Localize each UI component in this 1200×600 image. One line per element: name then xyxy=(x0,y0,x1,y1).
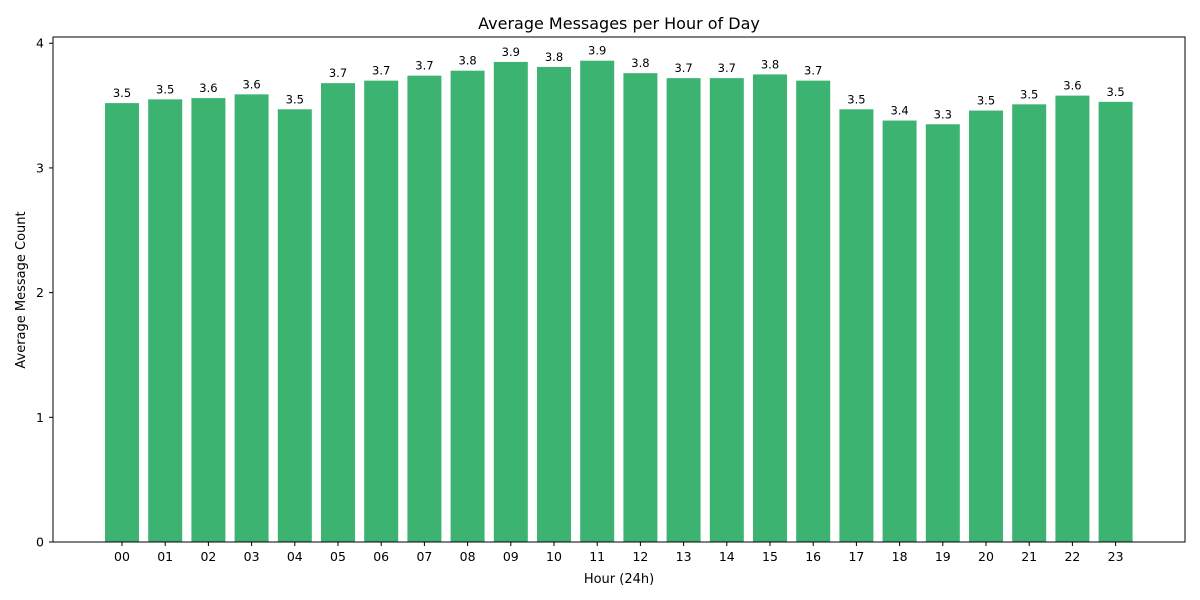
y-tick-label-0: 0 xyxy=(36,535,44,550)
x-tick-label-22: 22 xyxy=(1064,549,1080,564)
x-tick-label-12: 12 xyxy=(632,549,648,564)
data-label-23: 3.5 xyxy=(1106,85,1124,99)
y-tick-label-2: 2 xyxy=(36,285,44,300)
x-tick-label-11: 11 xyxy=(589,549,605,564)
data-label-08: 3.8 xyxy=(458,54,476,68)
x-tick-label-10: 10 xyxy=(546,549,562,564)
bar-04 xyxy=(277,109,312,542)
data-label-15: 3.8 xyxy=(761,57,779,71)
x-tick-label-13: 13 xyxy=(676,549,692,564)
data-label-04: 3.5 xyxy=(286,92,304,106)
bar-10 xyxy=(537,66,571,543)
bar-22 xyxy=(1055,95,1090,542)
data-label-11: 3.9 xyxy=(588,44,606,58)
data-label-07: 3.7 xyxy=(415,59,433,73)
chart-title: Average Messages per Hour of Day xyxy=(478,14,760,33)
bar-17 xyxy=(839,109,874,542)
bar-18 xyxy=(882,120,917,542)
data-label-16: 3.7 xyxy=(804,64,822,78)
x-tick-label-09: 09 xyxy=(503,549,519,564)
data-labels-group: 3.5 3.5 3.6 3.6 3.5 3.7 3.7 3.7 3.8 3.9 3.8 3.9 3.8 3… xyxy=(113,44,1125,122)
data-label-02: 3.6 xyxy=(199,81,217,95)
bar-05 xyxy=(321,83,355,542)
bar-11 xyxy=(580,60,615,542)
bars-group xyxy=(105,60,1133,543)
x-tick-label-18: 18 xyxy=(892,549,908,564)
bar-15 xyxy=(753,74,787,542)
y-tick-label-1: 1 xyxy=(36,410,44,425)
bar-01 xyxy=(148,99,183,542)
data-label-19: 3.3 xyxy=(934,107,952,121)
bar-21 xyxy=(1012,104,1047,542)
x-tick-label-02: 02 xyxy=(200,549,216,564)
bar-00 xyxy=(105,103,139,542)
bar-19 xyxy=(925,124,960,542)
x-tick-label-17: 17 xyxy=(848,549,864,564)
bar-08 xyxy=(450,70,485,543)
y-axis-label: Average Message Count xyxy=(14,211,29,368)
data-label-00: 3.5 xyxy=(113,86,131,100)
x-tick-label-19: 19 xyxy=(935,549,951,564)
x-tick-label-06: 06 xyxy=(373,549,389,564)
data-label-05: 3.7 xyxy=(329,66,347,80)
data-label-17: 3.5 xyxy=(847,92,865,106)
data-label-13: 3.7 xyxy=(674,61,692,75)
bar-16 xyxy=(796,80,831,542)
data-label-22: 3.6 xyxy=(1063,79,1081,93)
data-label-12: 3.8 xyxy=(631,56,649,70)
x-tick-label-04: 04 xyxy=(287,549,303,564)
y-axis: 0 1 2 3 4 xyxy=(36,36,53,550)
data-label-01: 3.5 xyxy=(156,82,174,96)
bar-06 xyxy=(364,80,399,542)
x-tick-label-14: 14 xyxy=(719,549,735,564)
data-label-18: 3.4 xyxy=(890,104,908,118)
bar-09 xyxy=(493,61,528,542)
data-label-20: 3.5 xyxy=(977,94,995,108)
data-label-06: 3.7 xyxy=(372,64,390,78)
data-label-14: 3.7 xyxy=(718,61,736,75)
x-tick-label-03: 03 xyxy=(244,549,260,564)
bar-12 xyxy=(623,73,658,542)
data-label-10: 3.8 xyxy=(545,50,563,64)
bar-23 xyxy=(1098,101,1133,542)
bar-20 xyxy=(969,110,1003,542)
bar-14 xyxy=(709,78,744,543)
data-label-03: 3.6 xyxy=(242,77,260,91)
data-label-09: 3.9 xyxy=(502,45,520,59)
x-tick-label-21: 21 xyxy=(1021,549,1037,564)
bar-13 xyxy=(666,78,701,543)
x-tick-label-01: 01 xyxy=(157,549,173,564)
x-axis-label: Hour (24h) xyxy=(584,572,654,587)
x-tick-label-15: 15 xyxy=(762,549,778,564)
data-label-21: 3.5 xyxy=(1020,87,1038,101)
x-tick-label-00: 00 xyxy=(114,549,130,564)
bar-02 xyxy=(191,98,226,542)
x-tick-label-16: 16 xyxy=(805,549,821,564)
plot-frame xyxy=(52,36,1186,543)
x-tick-label-23: 23 xyxy=(1108,549,1124,564)
x-tick-label-20: 20 xyxy=(978,549,994,564)
y-tick-label-3: 3 xyxy=(36,160,44,175)
x-tick-label-08: 08 xyxy=(460,549,476,564)
x-axis: 00 01 02 03 04 05 06 07 08 09 10 11 12 13 14 15 16 17 18 19… xyxy=(114,542,1124,564)
x-tick-label-07: 07 xyxy=(416,549,432,564)
y-tick-label-4: 4 xyxy=(36,36,44,51)
bar-07 xyxy=(407,75,442,543)
x-tick-label-05: 05 xyxy=(330,549,346,564)
bar-03 xyxy=(234,94,269,543)
